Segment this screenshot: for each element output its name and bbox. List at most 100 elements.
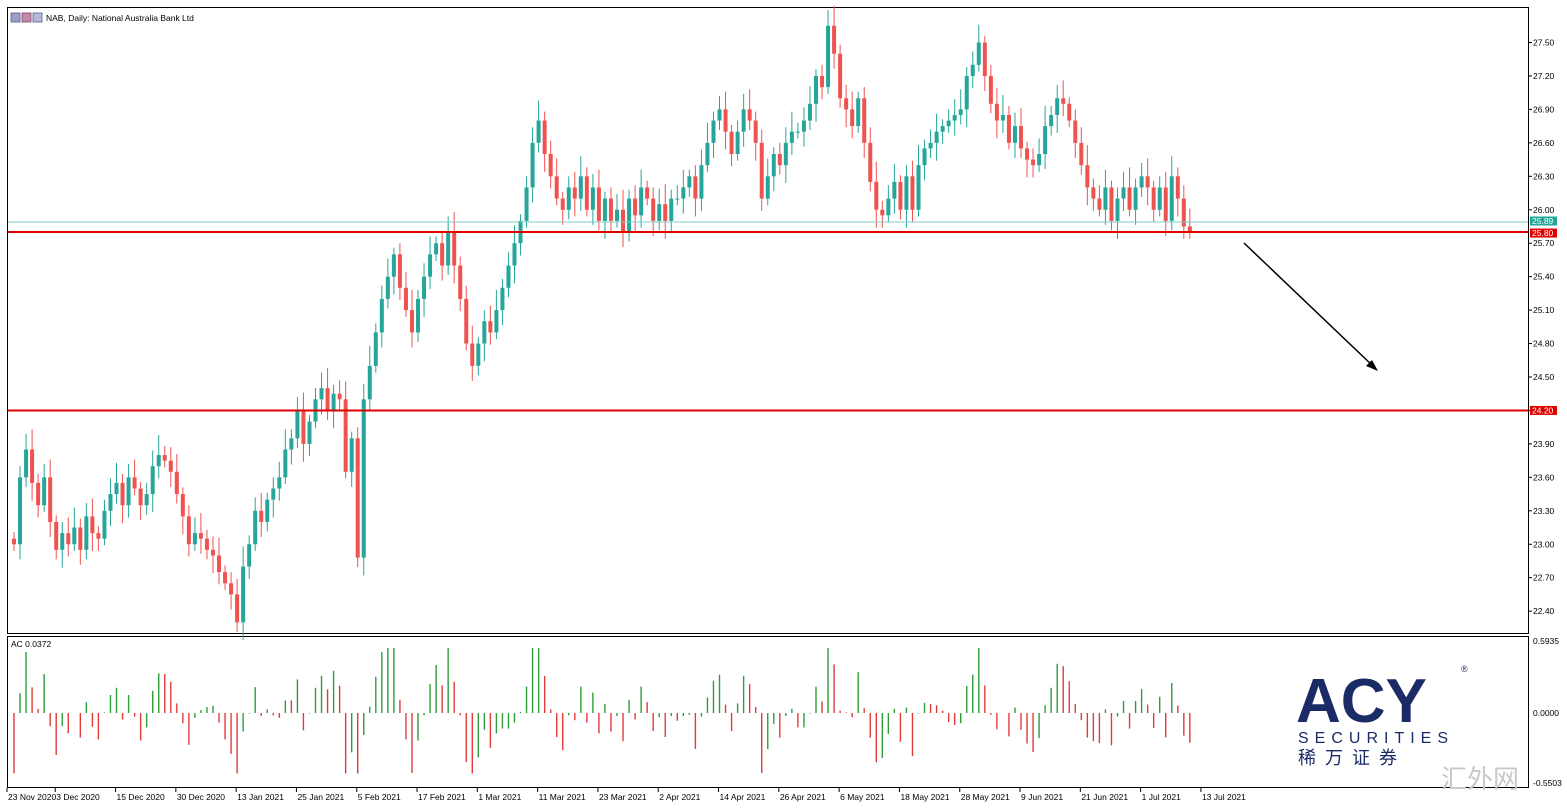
candle bbox=[922, 139, 927, 181]
candle bbox=[1055, 84, 1060, 133]
candle bbox=[958, 89, 963, 125]
down-arrow-annotation[interactable] bbox=[1243, 242, 1378, 371]
date-tick-label: 1 Mar 2021 bbox=[478, 792, 521, 802]
acy-logo: ACY ® SECURITIES 稀 万 证 券 bbox=[1296, 664, 1468, 768]
candle bbox=[1085, 145, 1090, 206]
candle bbox=[24, 433, 29, 487]
candle bbox=[416, 290, 421, 342]
price-tick-label: 23.90 bbox=[1533, 439, 1555, 449]
window-icons[interactable] bbox=[10, 12, 43, 23]
svg-text:SECURITIES: SECURITIES bbox=[1298, 730, 1454, 747]
candle bbox=[1049, 106, 1054, 136]
candle bbox=[1127, 167, 1132, 217]
candle bbox=[373, 323, 378, 373]
candle bbox=[1012, 112, 1017, 158]
candle bbox=[1073, 109, 1078, 158]
candle bbox=[114, 462, 119, 504]
date-tick-label: 25 Jan 2021 bbox=[297, 792, 344, 802]
candle bbox=[48, 459, 53, 538]
price-tick-label: 24.50 bbox=[1533, 372, 1555, 382]
candle bbox=[801, 107, 806, 147]
candle bbox=[596, 169, 601, 231]
price-tick-label: 26.30 bbox=[1533, 171, 1555, 181]
candle bbox=[470, 325, 475, 381]
candle bbox=[741, 93, 746, 147]
level-lower-price-tag: 24.20 bbox=[1530, 405, 1557, 415]
candle bbox=[1043, 106, 1048, 170]
candle bbox=[916, 145, 921, 217]
candle bbox=[524, 176, 529, 228]
candle bbox=[1163, 171, 1168, 236]
candle bbox=[862, 87, 867, 158]
candle bbox=[705, 122, 710, 172]
candlestick-series bbox=[12, 5, 1192, 641]
date-axis: 23 Nov 2020 3 Dec 2020 15 Dec 2020 30 Dec 2… bbox=[6, 788, 1246, 802]
bid-price-tag: 25.89 bbox=[1530, 216, 1557, 226]
candle bbox=[880, 200, 885, 228]
candle bbox=[337, 380, 342, 412]
price-tick-label: 25.10 bbox=[1533, 305, 1555, 315]
candle bbox=[759, 129, 764, 211]
candle bbox=[422, 263, 427, 317]
candle bbox=[590, 174, 595, 225]
candle bbox=[198, 513, 203, 554]
candle bbox=[608, 187, 613, 234]
candle bbox=[675, 185, 680, 206]
indicator-tick-zero: 0.0000 bbox=[1533, 708, 1559, 718]
candle bbox=[488, 305, 493, 345]
candle bbox=[783, 127, 788, 183]
price-pane-frame bbox=[7, 7, 1529, 634]
candle bbox=[367, 345, 372, 412]
svg-text:25.80: 25.80 bbox=[1532, 228, 1554, 238]
candle bbox=[192, 517, 197, 551]
candle bbox=[994, 88, 999, 139]
candle bbox=[681, 169, 686, 214]
candle bbox=[1175, 167, 1180, 217]
candle bbox=[627, 189, 632, 242]
candle bbox=[934, 113, 939, 161]
candle bbox=[259, 492, 264, 538]
candle bbox=[162, 446, 167, 468]
candle bbox=[1067, 97, 1072, 128]
candle bbox=[144, 482, 149, 515]
candle bbox=[440, 232, 445, 281]
candle bbox=[409, 290, 414, 348]
date-tick-label: 13 Jan 2021 bbox=[237, 792, 284, 802]
candle bbox=[102, 499, 107, 546]
candle bbox=[307, 414, 312, 457]
candle bbox=[265, 492, 270, 532]
candle bbox=[572, 171, 577, 217]
candle bbox=[633, 185, 638, 234]
candle bbox=[1145, 158, 1150, 206]
candle bbox=[1181, 185, 1186, 239]
candle bbox=[446, 216, 451, 275]
candle bbox=[530, 127, 535, 203]
date-tick-label: 6 May 2021 bbox=[840, 792, 885, 802]
candle bbox=[283, 429, 288, 485]
date-tick-label: 28 May 2021 bbox=[961, 792, 1010, 802]
candle bbox=[96, 526, 101, 551]
candle bbox=[168, 447, 173, 487]
candle bbox=[397, 243, 402, 301]
candle bbox=[1121, 171, 1126, 211]
candle bbox=[512, 225, 517, 284]
candle bbox=[343, 381, 348, 479]
candle bbox=[355, 427, 360, 568]
candle bbox=[156, 434, 161, 479]
candle bbox=[289, 429, 294, 465]
candle bbox=[1109, 180, 1114, 231]
candle bbox=[753, 111, 758, 161]
date-tick-label: 3 Dec 2020 bbox=[56, 792, 100, 802]
candle bbox=[723, 91, 728, 150]
candle bbox=[18, 466, 23, 560]
candle bbox=[90, 498, 95, 551]
candle bbox=[566, 176, 571, 220]
candle bbox=[458, 256, 463, 312]
candle bbox=[126, 463, 131, 518]
candle bbox=[349, 431, 354, 487]
candle bbox=[615, 194, 619, 228]
candle bbox=[693, 165, 698, 217]
candle bbox=[210, 536, 215, 574]
candle bbox=[952, 99, 957, 136]
